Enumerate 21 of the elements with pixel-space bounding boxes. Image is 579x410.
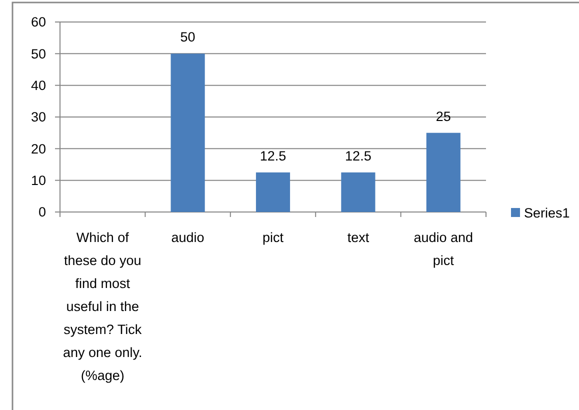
- y-tick-label: 0: [38, 204, 46, 220]
- data-label: 12.5: [345, 148, 372, 164]
- x-tick-label: text: [347, 230, 370, 245]
- data-label: 12.5: [260, 148, 286, 164]
- bar: [256, 172, 290, 212]
- legend-label: Series1: [524, 206, 570, 221]
- data-label: 25: [436, 108, 451, 124]
- y-tick-label: 50: [30, 46, 46, 62]
- data-label: 50: [180, 30, 196, 45]
- bar: [170, 54, 205, 212]
- bar: [341, 172, 376, 212]
- y-tick-label: 40: [30, 78, 46, 94]
- y-tick-label: 10: [30, 173, 46, 188]
- y-tick-label: 60: [30, 14, 46, 30]
- y-tick-label: 20: [30, 141, 46, 156]
- x-tick-label: pict: [262, 230, 284, 245]
- x-tick-label: Which of these do you find most useful in the system? Tick any one only. (%age): [62, 230, 142, 383]
- bar: [426, 132, 460, 212]
- y-tick-label: 30: [30, 110, 46, 125]
- x-tick-label: audio and pict: [414, 230, 474, 268]
- x-tick-label: audio: [171, 230, 204, 245]
